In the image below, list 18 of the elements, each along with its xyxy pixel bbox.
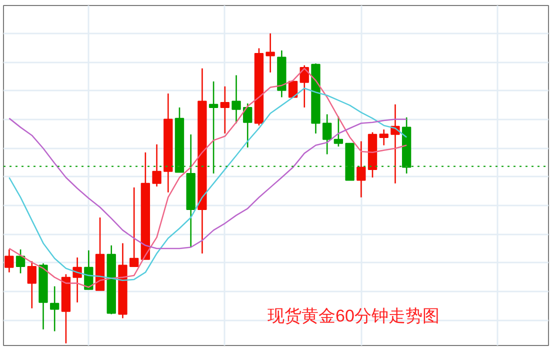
candlestick — [266, 32, 275, 74]
candlestick — [50, 286, 60, 332]
candlestick — [379, 128, 388, 146]
candlestick — [4, 248, 14, 274]
candlestick — [232, 74, 241, 124]
candlestick — [322, 114, 332, 155]
candlestick — [16, 248, 26, 274]
candlestick — [356, 140, 366, 198]
candlestick — [27, 260, 36, 309]
candlestick — [152, 144, 162, 188]
candlestick — [72, 256, 82, 304]
candlestick — [220, 86, 230, 134]
candlestick — [243, 102, 252, 148]
candlestick — [129, 186, 139, 268]
annotation: 现货黄金60分钟走势图 — [268, 306, 440, 326]
candlestick — [208, 80, 218, 174]
candlestick — [334, 116, 344, 148]
candlestick — [288, 80, 298, 98]
